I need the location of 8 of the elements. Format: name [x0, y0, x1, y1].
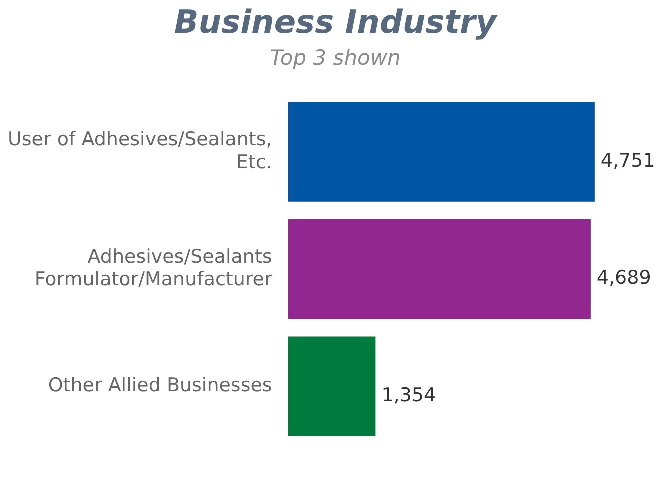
y-tick-label: Other Allied Businesses [48, 374, 272, 397]
data-label: 1,354 [382, 384, 436, 407]
data-label: 4,751 [600, 150, 656, 172]
y-tick-label: Adhesives/Sealants Formulator/Manufacturer [34, 246, 272, 291]
chart-title: Business Industry [173, 2, 499, 42]
chart-subtitle: Top 3 shown [269, 45, 402, 72]
data-label: 4,689 [596, 267, 652, 290]
y-tick-label: User of Adhesives/Sealants, Etc. [8, 128, 272, 174]
